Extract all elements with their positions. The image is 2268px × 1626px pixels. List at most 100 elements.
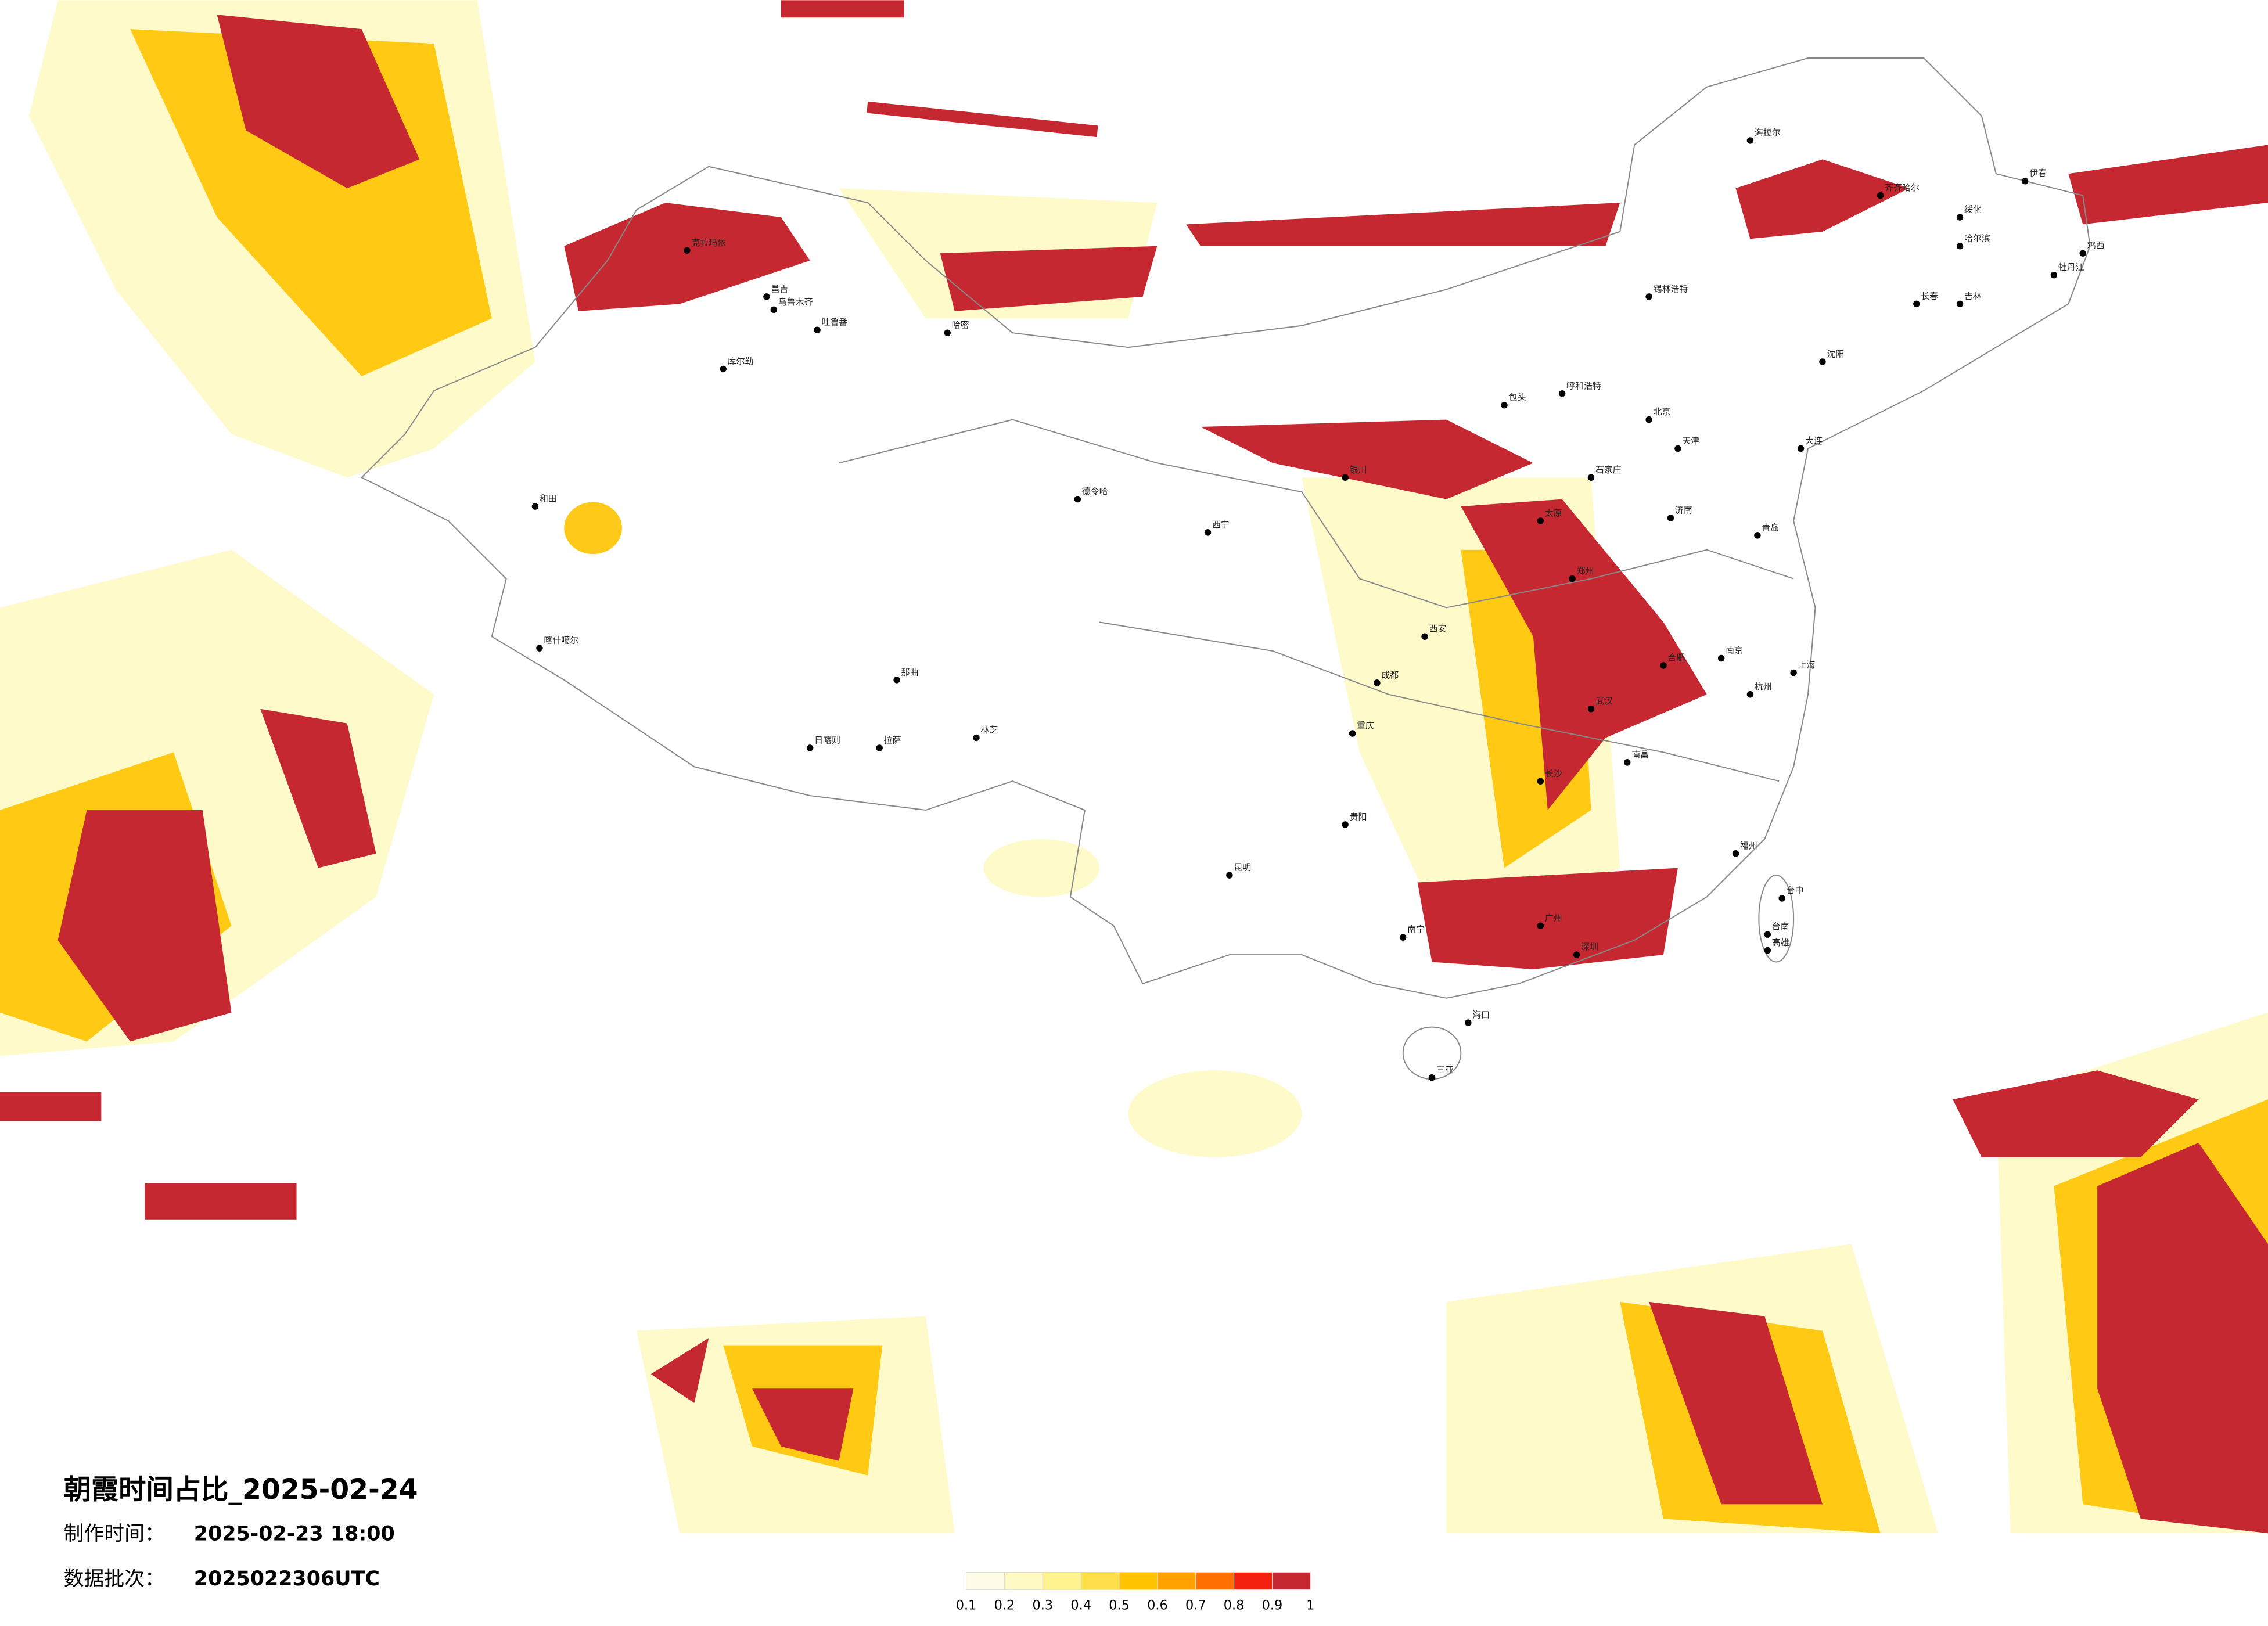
city-label: 昆明 [1234, 862, 1251, 873]
city-dot [1764, 947, 1771, 954]
city-label: 太原 [1545, 508, 1562, 518]
city-dot [1717, 654, 1725, 662]
city-dot [1537, 778, 1544, 785]
city-dot [1660, 662, 1667, 669]
city-dot [1956, 214, 1964, 221]
city-dot [2079, 250, 2086, 257]
city-dot [1428, 1074, 1436, 1081]
legend-tick-label: 0.6 [1147, 1598, 1168, 1613]
city-label: 齐齐哈尔 [1885, 182, 1920, 193]
legend-tick-label: 0.8 [1224, 1598, 1245, 1613]
title: 朝霞时间占比_2025-02-24 [64, 1474, 418, 1506]
city-dot [1819, 358, 1826, 365]
city-label: 高雄 [1772, 937, 1789, 948]
city-label: 上海 [1798, 660, 1816, 670]
city-dot [814, 326, 821, 333]
city-dot [1465, 1019, 1472, 1026]
city-label: 库尔勒 [728, 356, 754, 366]
city-label: 大连 [1805, 436, 1823, 446]
heat-field [0, 0, 2268, 1534]
city-label: 西宁 [1212, 519, 1230, 530]
city-label: 日喀则 [814, 735, 840, 745]
city-label: 天津 [1682, 436, 1699, 446]
city-dot [1558, 390, 1566, 397]
city-label: 台中 [1787, 885, 1804, 895]
city-dot [1877, 192, 1884, 199]
city-label: 拉萨 [884, 735, 901, 745]
city-dot [531, 503, 539, 510]
city-label: 吉林 [1964, 291, 1982, 301]
city-dot [1074, 495, 1081, 503]
city-label: 和田 [540, 494, 557, 504]
city-dot [806, 744, 814, 751]
city-label: 海拉尔 [1755, 127, 1781, 138]
legend-tick-label: 0.1 [956, 1598, 977, 1613]
city-label: 鸡西 [2087, 240, 2105, 251]
city-label: 林芝 [981, 725, 998, 735]
city-label: 呼和浩特 [1566, 380, 1601, 391]
borders [360, 57, 2091, 1080]
city-dot [1956, 300, 1964, 308]
made-time: 2025-02-23 18:00 [194, 1523, 395, 1546]
city-dot [1537, 517, 1544, 524]
city-label: 深圳 [1581, 942, 1598, 952]
city-label: 德令哈 [1082, 486, 1108, 497]
legend-tick-label: 0.5 [1109, 1598, 1130, 1613]
city-dot [1732, 850, 1739, 857]
city-label: 西安 [1429, 624, 1447, 634]
city-dot [1746, 137, 1754, 144]
city-label: 克拉玛依 [691, 238, 726, 248]
city-dot [1569, 575, 1576, 582]
city-label: 哈尔滨 [1964, 233, 1990, 243]
legend-tick-label: 0.9 [1262, 1598, 1283, 1613]
batch-label: 数据批次： [64, 1567, 165, 1591]
city-label: 济南 [1675, 505, 1692, 515]
city-dot [1501, 401, 1508, 409]
city-label: 包头 [1509, 392, 1526, 402]
city-label: 郑州 [1577, 566, 1594, 576]
city-label: 海口 [1472, 1010, 1490, 1020]
city-dot [1587, 474, 1595, 481]
city-dot [2021, 177, 2029, 185]
city-label: 绥化 [1964, 204, 1982, 214]
city-dot [1674, 445, 1681, 452]
city-dot [1645, 293, 1652, 300]
city-dot [1667, 515, 1674, 521]
legend-swatch [1042, 1571, 1081, 1590]
city-label: 沈阳 [1827, 349, 1844, 359]
legend-tick-label: 1 [1306, 1598, 1314, 1613]
city-dot [1624, 759, 1631, 766]
city-label: 喀什噶尔 [544, 635, 578, 646]
city-dot [1790, 669, 1797, 677]
city-label: 合肥 [1667, 653, 1685, 663]
city-label: 那曲 [901, 667, 919, 677]
city-dot [1342, 474, 1349, 481]
city-dot [876, 744, 883, 751]
city-dot [1573, 951, 1580, 958]
city-dot [1537, 922, 1544, 929]
legend-tick-label: 0.4 [1070, 1598, 1091, 1613]
city-dot [1746, 691, 1754, 698]
city-dot [893, 677, 900, 684]
city-label: 杭州 [1755, 681, 1772, 692]
city-dot [944, 329, 951, 336]
city-dot [1204, 529, 1212, 536]
legend-swatch [1119, 1571, 1158, 1590]
city-dot [763, 293, 770, 300]
legend-swatch [1234, 1571, 1273, 1590]
city-dot [536, 645, 543, 652]
city-dot [1754, 532, 1761, 539]
city-label: 哈密 [952, 320, 969, 330]
city-dot [1645, 416, 1652, 423]
legend-tick-label: 0.7 [1185, 1598, 1206, 1613]
city-dot [720, 365, 727, 373]
legend-tick-label: 0.3 [1033, 1598, 1054, 1613]
city-label: 伊春 [2029, 168, 2047, 178]
city-label: 南昌 [1631, 749, 1649, 760]
city-dot [2050, 271, 2058, 279]
city-label: 成都 [1381, 670, 1399, 680]
city-label: 长春 [1921, 291, 1938, 301]
city-label: 武汉 [1595, 696, 1613, 706]
